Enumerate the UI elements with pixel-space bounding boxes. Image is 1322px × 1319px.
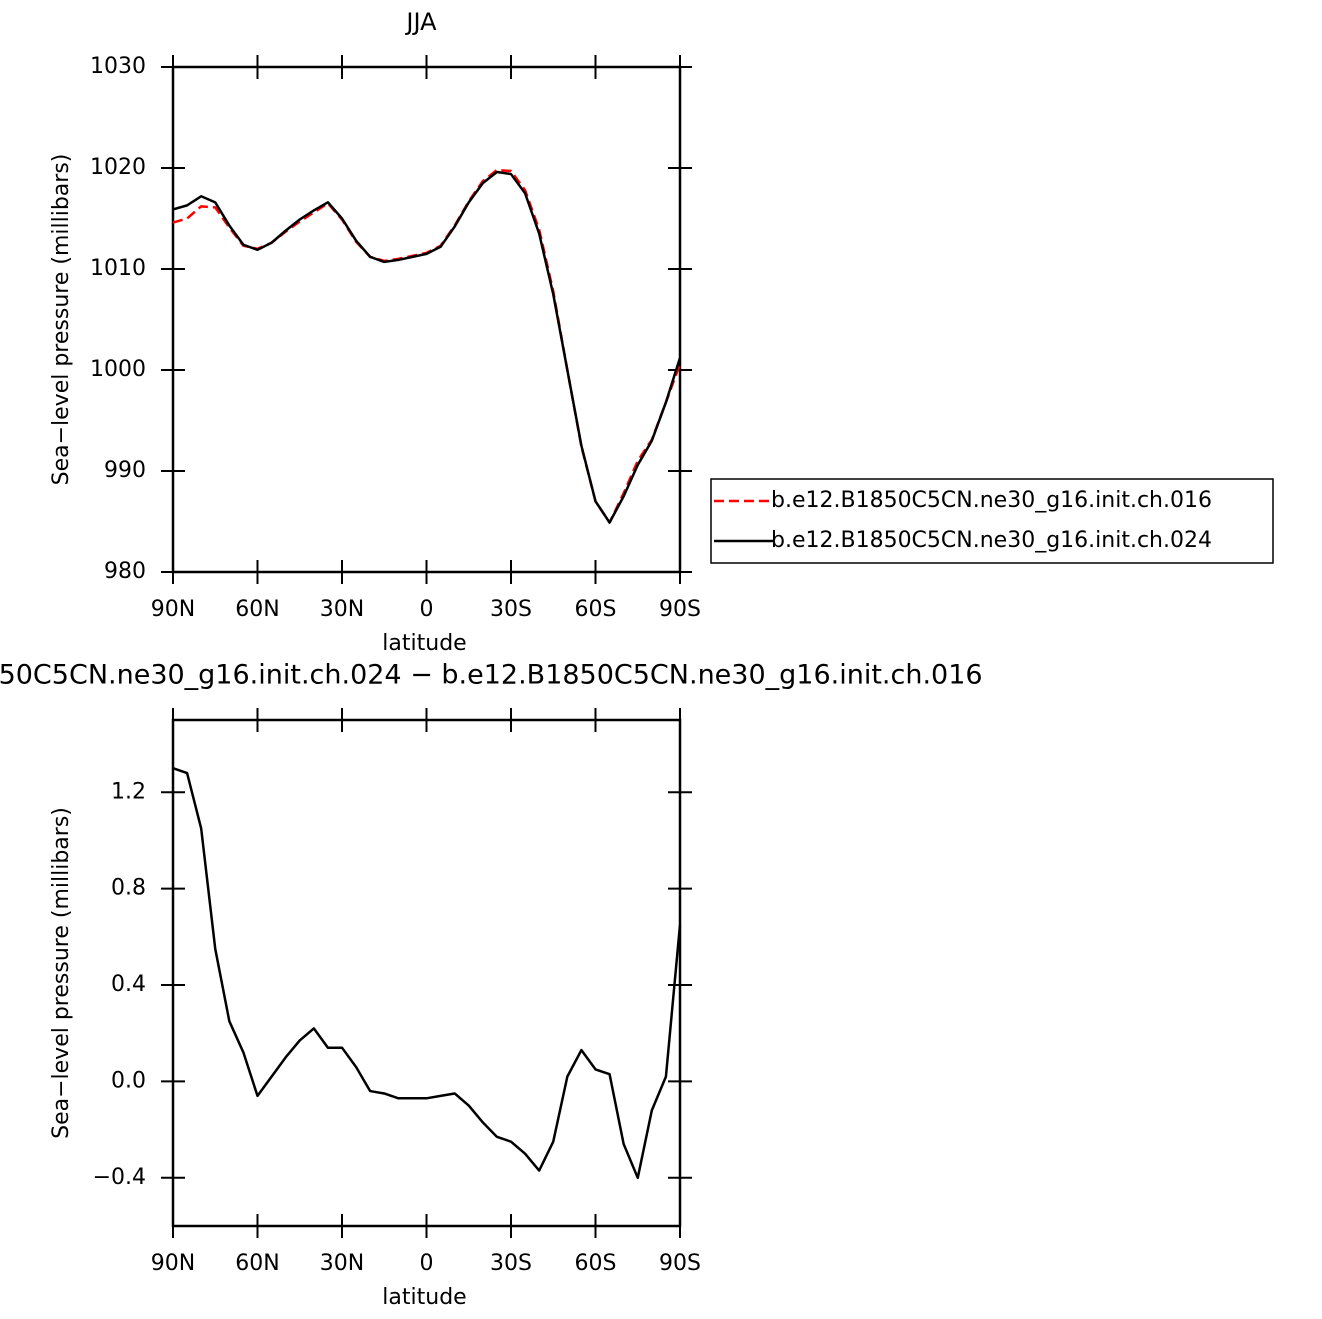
x-tick-label: 30S (490, 1251, 532, 1276)
x-tick-label: 90N (151, 1251, 195, 1276)
y-tick-label: 1010 (90, 256, 146, 281)
y-tick-label: 0.8 (111, 876, 146, 901)
x-tick-label: 30S (490, 597, 532, 622)
legend-box (710, 478, 1274, 564)
y-tick-label: 990 (104, 458, 146, 483)
y-axis-label: Sea−level pressure (millibars) (49, 154, 74, 486)
series-line (172, 168, 682, 524)
plot-frame (171, 65, 682, 574)
y-tick-label: 1.2 (111, 779, 146, 804)
x-tick-label: 90N (151, 597, 195, 622)
x-tick-label: 0 (420, 1251, 434, 1276)
x-axis-label: latitude (382, 631, 466, 656)
chart-title: b.e12.B1850C5CN.ne30_g16.init.ch.024 − b… (0, 660, 983, 691)
y-tick-label: 1030 (90, 54, 146, 79)
y-tick-label: 0.4 (111, 972, 146, 997)
legend-label: b.e12.B1850C5CN.ne30_g16.init.ch.024 (771, 528, 1212, 553)
legend-label: b.e12.B1850C5CN.ne30_g16.init.ch.016 (771, 488, 1212, 513)
series-line (172, 170, 682, 524)
series-line (172, 767, 682, 1180)
x-tick-label: 60S (575, 597, 617, 622)
y-tick-label: 980 (104, 559, 146, 584)
chart-title: JJA (404, 8, 437, 36)
x-tick-label: 60S (575, 1251, 617, 1276)
y-tick-label: 1000 (90, 357, 146, 382)
y-tick-label: 0.0 (111, 1068, 146, 1093)
x-tick-label: 30N (320, 597, 364, 622)
x-tick-label: 60N (235, 1251, 279, 1276)
y-axis-label: Sea−level pressure (millibars) (49, 807, 74, 1139)
x-tick-label: 90S (659, 597, 701, 622)
x-tick-label: 30N (320, 1251, 364, 1276)
x-axis-label: latitude (382, 1285, 466, 1310)
x-tick-label: 0 (420, 597, 434, 622)
plot-frame (171, 718, 682, 1228)
y-tick-label: −0.4 (93, 1165, 146, 1190)
y-tick-label: 1020 (90, 155, 146, 180)
x-tick-label: 90S (659, 1251, 701, 1276)
x-tick-label: 60N (235, 597, 279, 622)
